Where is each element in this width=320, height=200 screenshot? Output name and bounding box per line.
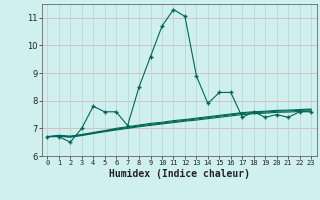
X-axis label: Humidex (Indice chaleur): Humidex (Indice chaleur) [109,169,250,179]
